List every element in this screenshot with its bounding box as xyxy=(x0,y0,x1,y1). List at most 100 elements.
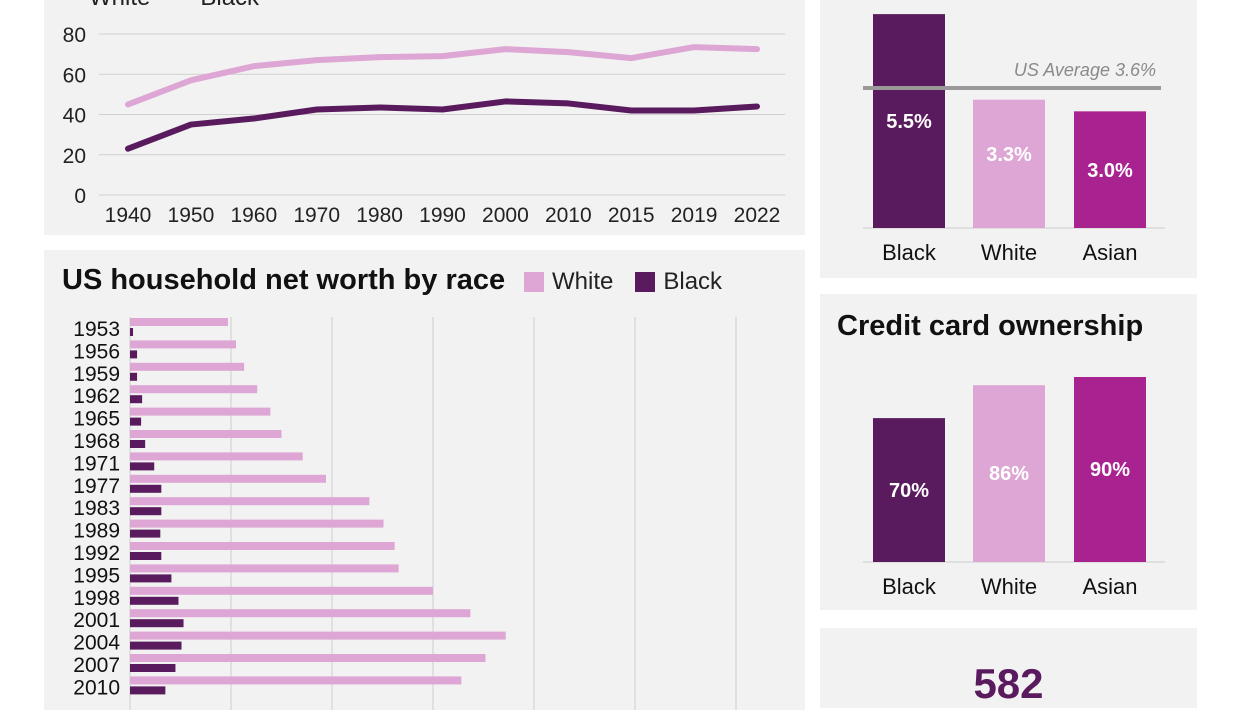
y-tick-label: 1998 xyxy=(73,587,120,610)
bar-white xyxy=(130,542,395,550)
x-tick-label: 1990 xyxy=(419,204,466,227)
bar-value-label: 70% xyxy=(889,480,929,502)
net-worth-chart: 1953195619591962196519681971197719831989… xyxy=(73,317,737,710)
bar-black xyxy=(130,529,161,538)
bar-white xyxy=(130,631,506,640)
y-tick-label: 1977 xyxy=(73,475,120,498)
net-worth-title: US household net worth by race xyxy=(62,264,506,296)
bar-white xyxy=(130,407,271,416)
bar-black xyxy=(130,619,184,628)
net-worth-legend: White Black xyxy=(524,268,722,296)
bar-white xyxy=(130,609,471,618)
bar-black xyxy=(130,462,155,471)
y-tick-label: 2007 xyxy=(73,654,120,677)
series-line-black xyxy=(125,98,760,152)
x-tick-label: White xyxy=(981,574,1037,599)
score-panel: 582 xyxy=(820,628,1197,708)
bar-white xyxy=(130,676,462,685)
y-tick-label: 1965 xyxy=(73,408,120,431)
x-tick-label: 2015 xyxy=(608,204,655,227)
credit-card-chart: 70% Black 86% White 90% Asian xyxy=(863,377,1165,599)
unemployment-chart: 5.5% Black 3.3% White 3.0% Asian US Average 3.… xyxy=(863,14,1165,265)
y-tick-label: 1956 xyxy=(73,340,120,363)
y-tick-label: 1983 xyxy=(73,497,120,520)
legend-white-label: White xyxy=(552,268,614,295)
legend-black-label: Black xyxy=(200,0,259,12)
bar-white xyxy=(130,318,228,326)
bar-white xyxy=(130,586,433,595)
bar-white xyxy=(130,519,384,528)
bar-black xyxy=(130,596,179,605)
y-tick-label: 1989 xyxy=(73,520,120,543)
bar-white xyxy=(973,99,1045,229)
bar-white xyxy=(130,497,370,506)
bar-black xyxy=(130,350,138,359)
bar-black xyxy=(130,440,146,448)
bar-black xyxy=(130,641,182,650)
y-tick-label: 2004 xyxy=(73,632,120,655)
bar-white xyxy=(130,654,486,662)
bar-asian xyxy=(1074,377,1146,562)
y-tick-label: 1968 xyxy=(73,430,120,453)
bar-value-label: 3.3% xyxy=(986,144,1032,166)
y-tick-label: 2001 xyxy=(73,609,120,632)
y-tick-label: 80 xyxy=(63,24,86,47)
credit-card-panel: Credit card ownership 70% Black 86% White 90… xyxy=(820,294,1197,610)
legend-black-swatch xyxy=(635,272,656,292)
bar-white xyxy=(130,430,282,438)
y-tick-label: 1953 xyxy=(73,318,120,341)
score-value: 582 xyxy=(973,660,1044,707)
x-tick-label: 2019 xyxy=(671,204,718,227)
x-tick-label: 1970 xyxy=(293,204,340,227)
bar-black xyxy=(873,14,945,228)
bar-value-label: 5.5% xyxy=(886,111,932,133)
bar-black xyxy=(130,552,162,560)
bar-black xyxy=(873,418,945,562)
x-tick-label: 2010 xyxy=(545,204,592,227)
y-tick-label: 2010 xyxy=(73,676,120,699)
x-tick-label: 1950 xyxy=(168,204,215,227)
bar-black xyxy=(130,664,176,672)
x-tick-label: Asian xyxy=(1082,240,1137,265)
bar-white xyxy=(130,362,245,371)
legend-white-swatch xyxy=(524,272,544,292)
bar-asian xyxy=(1074,111,1146,228)
x-tick-label: Black xyxy=(882,240,937,265)
net-worth-panel: US household net worth by race White Bla… xyxy=(44,250,805,710)
x-tick-label: 1940 xyxy=(105,204,152,227)
x-tick-label: 1980 xyxy=(356,204,403,227)
bar-value-label: 3.0% xyxy=(1087,160,1133,182)
credit-card-title: Credit card ownership xyxy=(837,310,1144,342)
line-chart-panel: White Black 0 20 40 60 80 1940 1950 1960 1970 198… xyxy=(44,0,805,235)
x-tick-label: 2000 xyxy=(482,204,529,227)
bar-white xyxy=(130,452,303,461)
bar-white xyxy=(130,564,399,573)
bar-white xyxy=(130,474,326,483)
bar-value-label: 90% xyxy=(1090,459,1130,481)
bar-black xyxy=(130,686,166,695)
bar-value-label: 86% xyxy=(989,463,1029,485)
bar-white xyxy=(973,385,1045,562)
y-tick-label: 40 xyxy=(63,105,86,128)
bar-white xyxy=(130,385,258,394)
y-tick-label: 60 xyxy=(63,64,86,87)
series-line-white xyxy=(125,44,760,108)
bar-black xyxy=(130,574,172,583)
legend-white-label: White xyxy=(89,0,150,12)
x-tick-label: White xyxy=(981,240,1037,265)
bar-black xyxy=(130,328,134,336)
bar-black xyxy=(130,507,162,516)
us-average-label: US Average 3.6% xyxy=(1014,60,1156,80)
unemployment-panel: 5.5% Black 3.3% White 3.0% Asian US Average 3.… xyxy=(820,0,1197,278)
bar-black xyxy=(130,484,162,493)
bar-black xyxy=(130,372,138,381)
y-tick-label: 1962 xyxy=(73,385,120,408)
x-tick-label: 1960 xyxy=(230,204,277,227)
y-tick-label: 1971 xyxy=(73,452,120,475)
bar-white xyxy=(130,340,237,349)
bar-black xyxy=(130,395,143,404)
y-tick-label: 1995 xyxy=(73,564,120,587)
y-tick-label: 1992 xyxy=(73,542,120,565)
x-tick-label: 2022 xyxy=(734,204,781,227)
y-tick-label: 0 xyxy=(74,185,86,208)
